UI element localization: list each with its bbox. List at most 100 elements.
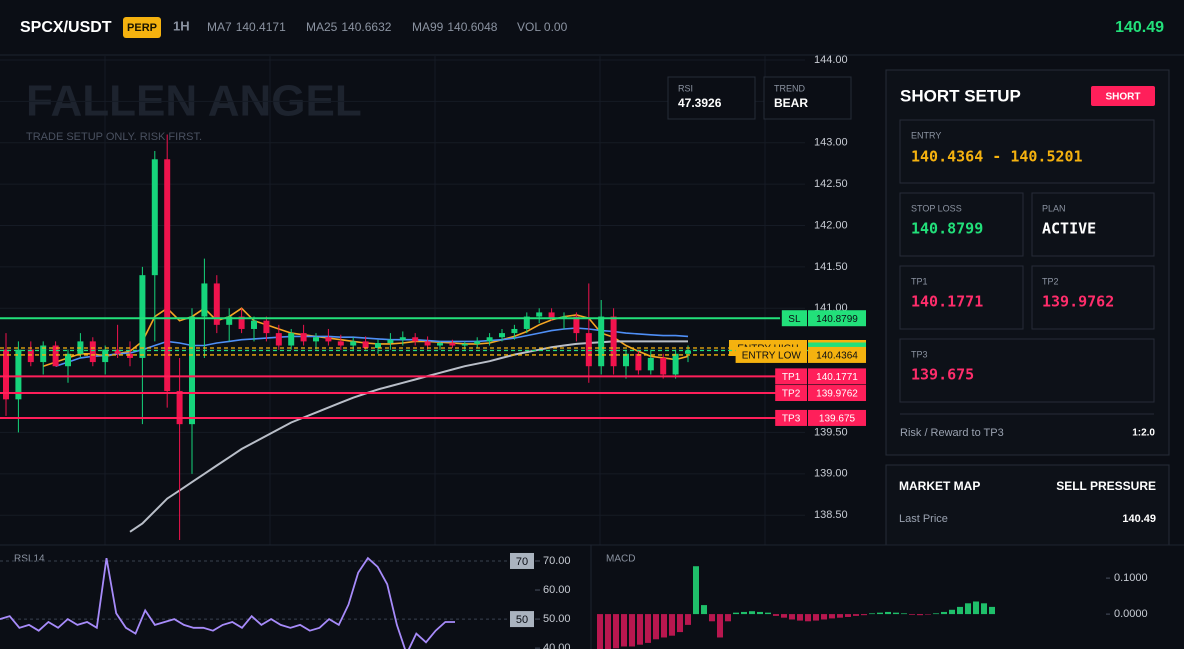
- ma99-value: 140.6048: [447, 20, 497, 34]
- setup-badge: SHORT: [1106, 92, 1141, 103]
- tp1-value: 140.1771: [911, 293, 983, 311]
- candle-body: [474, 341, 481, 344]
- candle-body: [40, 345, 47, 363]
- symbol: SPCX/USDT: [20, 19, 112, 36]
- price-axis: 144.00143.50143.00142.50142.00141.50141.…: [814, 54, 848, 521]
- macd-bar: [813, 614, 819, 621]
- candle-body: [461, 343, 468, 346]
- candle-body: [635, 353, 642, 371]
- macd-bar: [973, 601, 979, 615]
- candle-body: [672, 353, 679, 375]
- rr-value: 1:2.0: [1132, 428, 1155, 439]
- trend-value: BEAR: [774, 96, 808, 110]
- candle-body: [313, 337, 319, 342]
- rr-label: Risk / Reward to TP3: [900, 427, 1004, 439]
- rsi-level-bg: [510, 611, 534, 628]
- level-value-bg: [808, 346, 866, 363]
- plan-label: PLAN: [1042, 203, 1066, 213]
- bottom-bg: [0, 545, 1184, 649]
- macd-bar: [605, 614, 611, 649]
- macd-bar: [957, 606, 963, 615]
- ma99-name: MA99: [412, 20, 444, 34]
- macd-bar: [965, 603, 971, 615]
- level-name-bg: [781, 310, 807, 327]
- level-name-bg: [775, 409, 807, 426]
- tp2-label: TP2: [1042, 276, 1059, 286]
- macd-bar: [709, 614, 715, 622]
- ma25: MA25 140.6632: [306, 20, 392, 34]
- candle-body: [610, 316, 617, 367]
- rsi-line: [0, 556, 455, 649]
- candle-body: [176, 391, 183, 425]
- setup-badge-bg: [1091, 86, 1155, 106]
- level-value-bg: [808, 409, 866, 426]
- candle-body: [486, 337, 493, 342]
- candle-body: [288, 333, 295, 346]
- tp1-card: [899, 265, 1024, 330]
- level-value-bg: [808, 310, 866, 327]
- sl-label: STOP LOSS: [911, 203, 962, 213]
- candle-body: [375, 343, 381, 349]
- ma25-name: MA25: [306, 20, 338, 34]
- macd-bar: [853, 614, 859, 616]
- macd-title: MACD: [606, 554, 635, 565]
- grid: [104, 56, 766, 545]
- macd-bar: [677, 614, 683, 633]
- level-name: TP2: [782, 389, 801, 400]
- level-name: TP3: [782, 414, 801, 425]
- macd-bar: [637, 614, 643, 645]
- level-name: SL: [788, 314, 801, 325]
- level-value: 139.9762: [816, 389, 858, 400]
- level-name: ENTRY LOW: [742, 351, 802, 362]
- macd-bar: [845, 614, 851, 617]
- candle-body: [65, 353, 71, 367]
- candle-body: [325, 337, 332, 342]
- y-tick-label: 0.1000: [1114, 572, 1148, 584]
- rsi-box: [667, 76, 756, 120]
- trend-label: TREND: [774, 83, 805, 93]
- y-tick-label: 0.0000: [1114, 608, 1148, 620]
- trend-box: [763, 76, 852, 120]
- candle-body: [412, 337, 419, 342]
- entry-label: ENTRY: [911, 130, 941, 140]
- macd-bar: [933, 613, 939, 615]
- macd-bar: [941, 611, 947, 615]
- candle-body: [102, 349, 109, 363]
- candle-body: [114, 349, 121, 354]
- ma99: MA99 140.6048: [412, 20, 498, 34]
- level-value: 140.1771: [816, 372, 858, 383]
- y-tick-label: 139.50: [814, 426, 848, 438]
- y-tick-label: 138.50: [814, 509, 848, 521]
- macd-bar: [685, 614, 691, 625]
- candle-body: [424, 341, 431, 346]
- level-value: 140.4364: [816, 351, 858, 362]
- ma7-name: MA7: [207, 20, 232, 34]
- candle-body: [585, 333, 592, 367]
- macd-bar: [669, 614, 675, 636]
- tp1-label: TP1: [911, 276, 928, 286]
- macd-bar: [661, 614, 667, 638]
- last-price: 140.49: [1115, 19, 1164, 36]
- macd-bar: [693, 566, 699, 615]
- macd-bar: [789, 614, 795, 620]
- rsi-title: RSI 14: [14, 554, 45, 565]
- tp2-value: 139.9762: [1042, 293, 1114, 311]
- candle-body: [399, 337, 406, 340]
- macd-bar: [877, 612, 883, 615]
- sl-value: 140.8799: [911, 220, 983, 238]
- candle-body: [238, 316, 245, 329]
- candle-body: [151, 159, 158, 276]
- rsi-plot: [0, 556, 508, 649]
- candle-body: [251, 320, 257, 329]
- macd-bar: [909, 614, 915, 615]
- plan-card: [1031, 192, 1155, 257]
- macd-bar: [869, 613, 875, 615]
- candle-body: [548, 312, 555, 319]
- macd-bar: [701, 605, 707, 615]
- candle-body: [226, 316, 233, 325]
- macd-bar: [717, 614, 723, 638]
- candle-body: [3, 349, 9, 400]
- macd-bar: [893, 612, 899, 615]
